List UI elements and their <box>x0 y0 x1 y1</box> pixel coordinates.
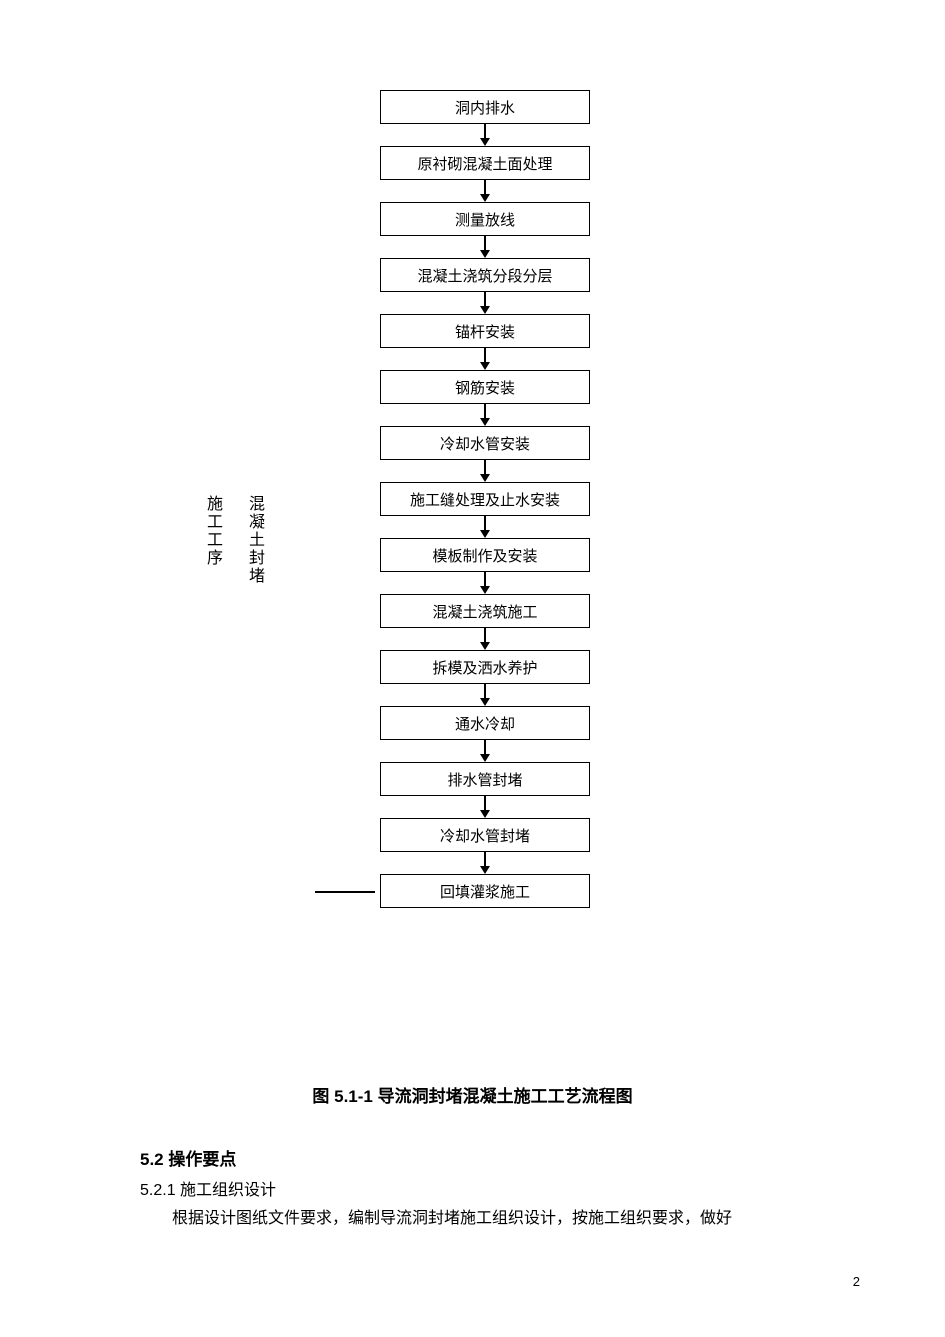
flow-node: 混凝土浇筑分段分层 <box>380 258 590 292</box>
flow-node: 冷却水管封堵 <box>380 818 590 852</box>
vertical-labels-group: 施工工序 混凝土封堵 <box>200 495 266 585</box>
page-number: 2 <box>853 1274 860 1289</box>
flow-node: 冷却水管安装 <box>380 426 590 460</box>
flowchart-container: 施工工序 混凝土封堵 洞内排水原衬砌混凝土面处理测量放线混凝土浇筑分段分层锚杆安… <box>140 90 805 1070</box>
vlabel-left: 施工工序 <box>200 495 224 585</box>
flow-node: 洞内排水 <box>380 90 590 124</box>
figure-caption: 图 5.1-1 导流洞封堵混凝土施工工艺流程图 <box>140 1082 805 1107</box>
flow-node: 锚杆安装 <box>380 314 590 348</box>
flow-node: 排水管封堵 <box>380 762 590 796</box>
flow-node: 钢筋安装 <box>380 370 590 404</box>
section-block: 5.2 操作要点 5.2.1 施工组织设计 根据设计图纸文件要求，编制导流洞封堵… <box>140 1145 805 1234</box>
side-connector-line <box>315 891 375 893</box>
section-body: 根据设计图纸文件要求，编制导流洞封堵施工组织设计，按施工组织要求，做好 <box>140 1204 805 1234</box>
flow-node: 混凝土浇筑施工 <box>380 594 590 628</box>
flow-column: 洞内排水原衬砌混凝土面处理测量放线混凝土浇筑分段分层锚杆安装钢筋安装冷却水管安装… <box>375 90 595 908</box>
flow-node: 测量放线 <box>380 202 590 236</box>
flow-node: 通水冷却 <box>380 706 590 740</box>
section-subtitle: 5.2.1 施工组织设计 <box>140 1176 805 1200</box>
flow-node: 回填灌浆施工 <box>380 874 590 908</box>
flow-node: 拆模及洒水养护 <box>380 650 590 684</box>
section-title: 5.2 操作要点 <box>140 1145 805 1170</box>
vlabel-right: 混凝土封堵 <box>242 495 266 585</box>
flow-node: 原衬砌混凝土面处理 <box>380 146 590 180</box>
flow-node: 施工缝处理及止水安装 <box>380 482 590 516</box>
flow-node: 模板制作及安装 <box>380 538 590 572</box>
